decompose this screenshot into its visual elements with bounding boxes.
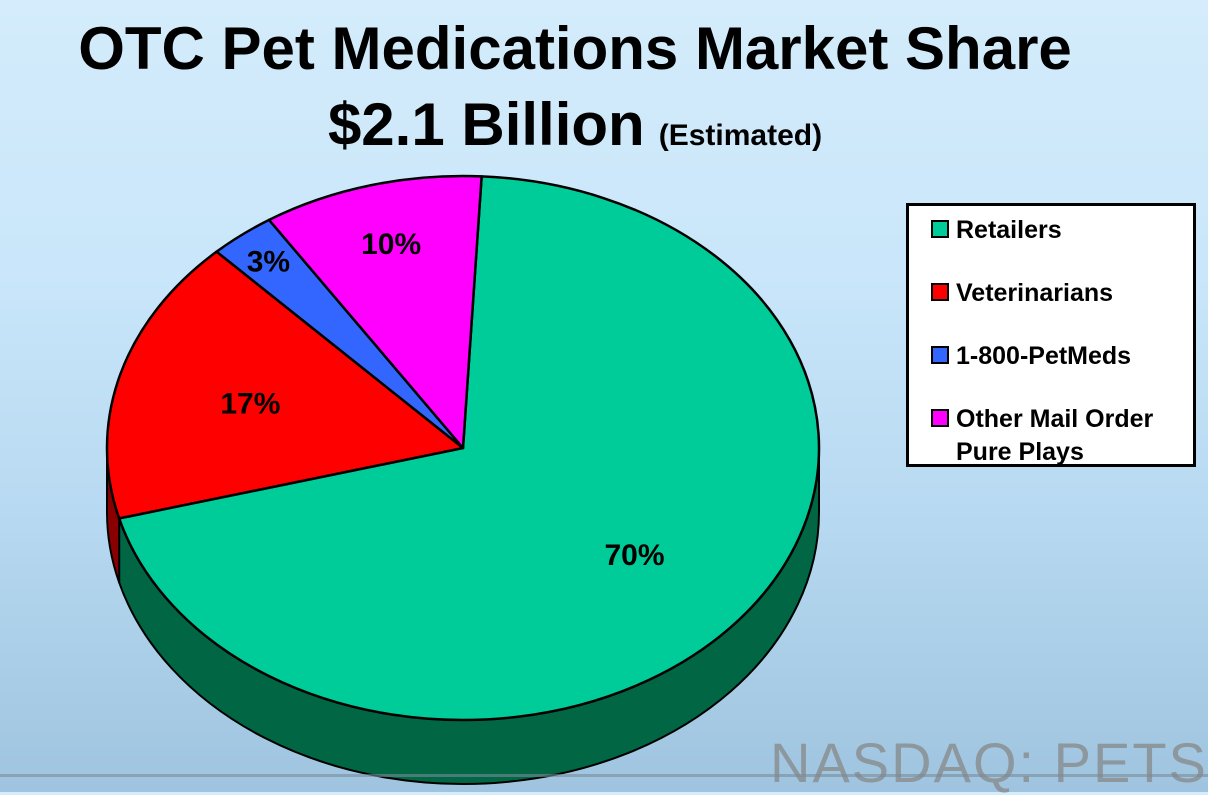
legend-item-veterinarians: Veterinarians: [931, 277, 1113, 310]
legend-label-other-line2: Pure Plays: [956, 438, 1084, 466]
data-label-retailers: 70%: [605, 539, 665, 572]
legend-label-other-line1: Other Mail Order: [956, 405, 1154, 433]
legend-label-retailers: Retailers: [956, 216, 1062, 244]
estimated-note: (Estimated): [658, 119, 823, 152]
data-label-1-800-petmeds: 3%: [247, 245, 290, 278]
legend-item-retailers: Retailers: [931, 214, 1062, 247]
legend-swatch-petmeds: [931, 346, 949, 364]
legend-label-petmeds: 1-800-PetMeds: [956, 342, 1132, 370]
pie-slice-other-mail-order-pure-plays: [267, 174, 483, 450]
legend: Retailers Veterinarians 1-800-PetMeds Ot…: [906, 203, 1196, 467]
chart-title: OTC Pet Medications Market Share: [78, 15, 1072, 82]
legend-label-veterinarians: Veterinarians: [956, 279, 1114, 307]
pie-slice-veterinarians: [105, 250, 465, 520]
pie-labels: 70% 17% 3% 10%: [220, 228, 664, 572]
pie-slice-retailers: [117, 175, 821, 722]
pie-tops: [105, 174, 821, 722]
legend-swatch-veterinarians: [931, 283, 949, 301]
legend-item-petmeds: 1-800-PetMeds: [931, 340, 1131, 373]
bottom-divider: [0, 774, 1208, 777]
data-label-veterinarians: 17%: [220, 388, 280, 421]
legend-swatch-retailers: [931, 220, 949, 238]
market-size-value: $2.1 Billion: [327, 91, 645, 158]
data-label-other-mail-order-pure-plays: 10%: [361, 228, 421, 261]
chart-subtitle: $2.1 Billion (Estimated): [0, 90, 1150, 159]
nasdaq-watermark: NASDAQ: PETS: [770, 731, 1208, 794]
legend-swatch-other-mail-order: [931, 409, 949, 427]
legend-item-other-mail-order: Other Mail Order Pure Plays: [931, 403, 1153, 469]
